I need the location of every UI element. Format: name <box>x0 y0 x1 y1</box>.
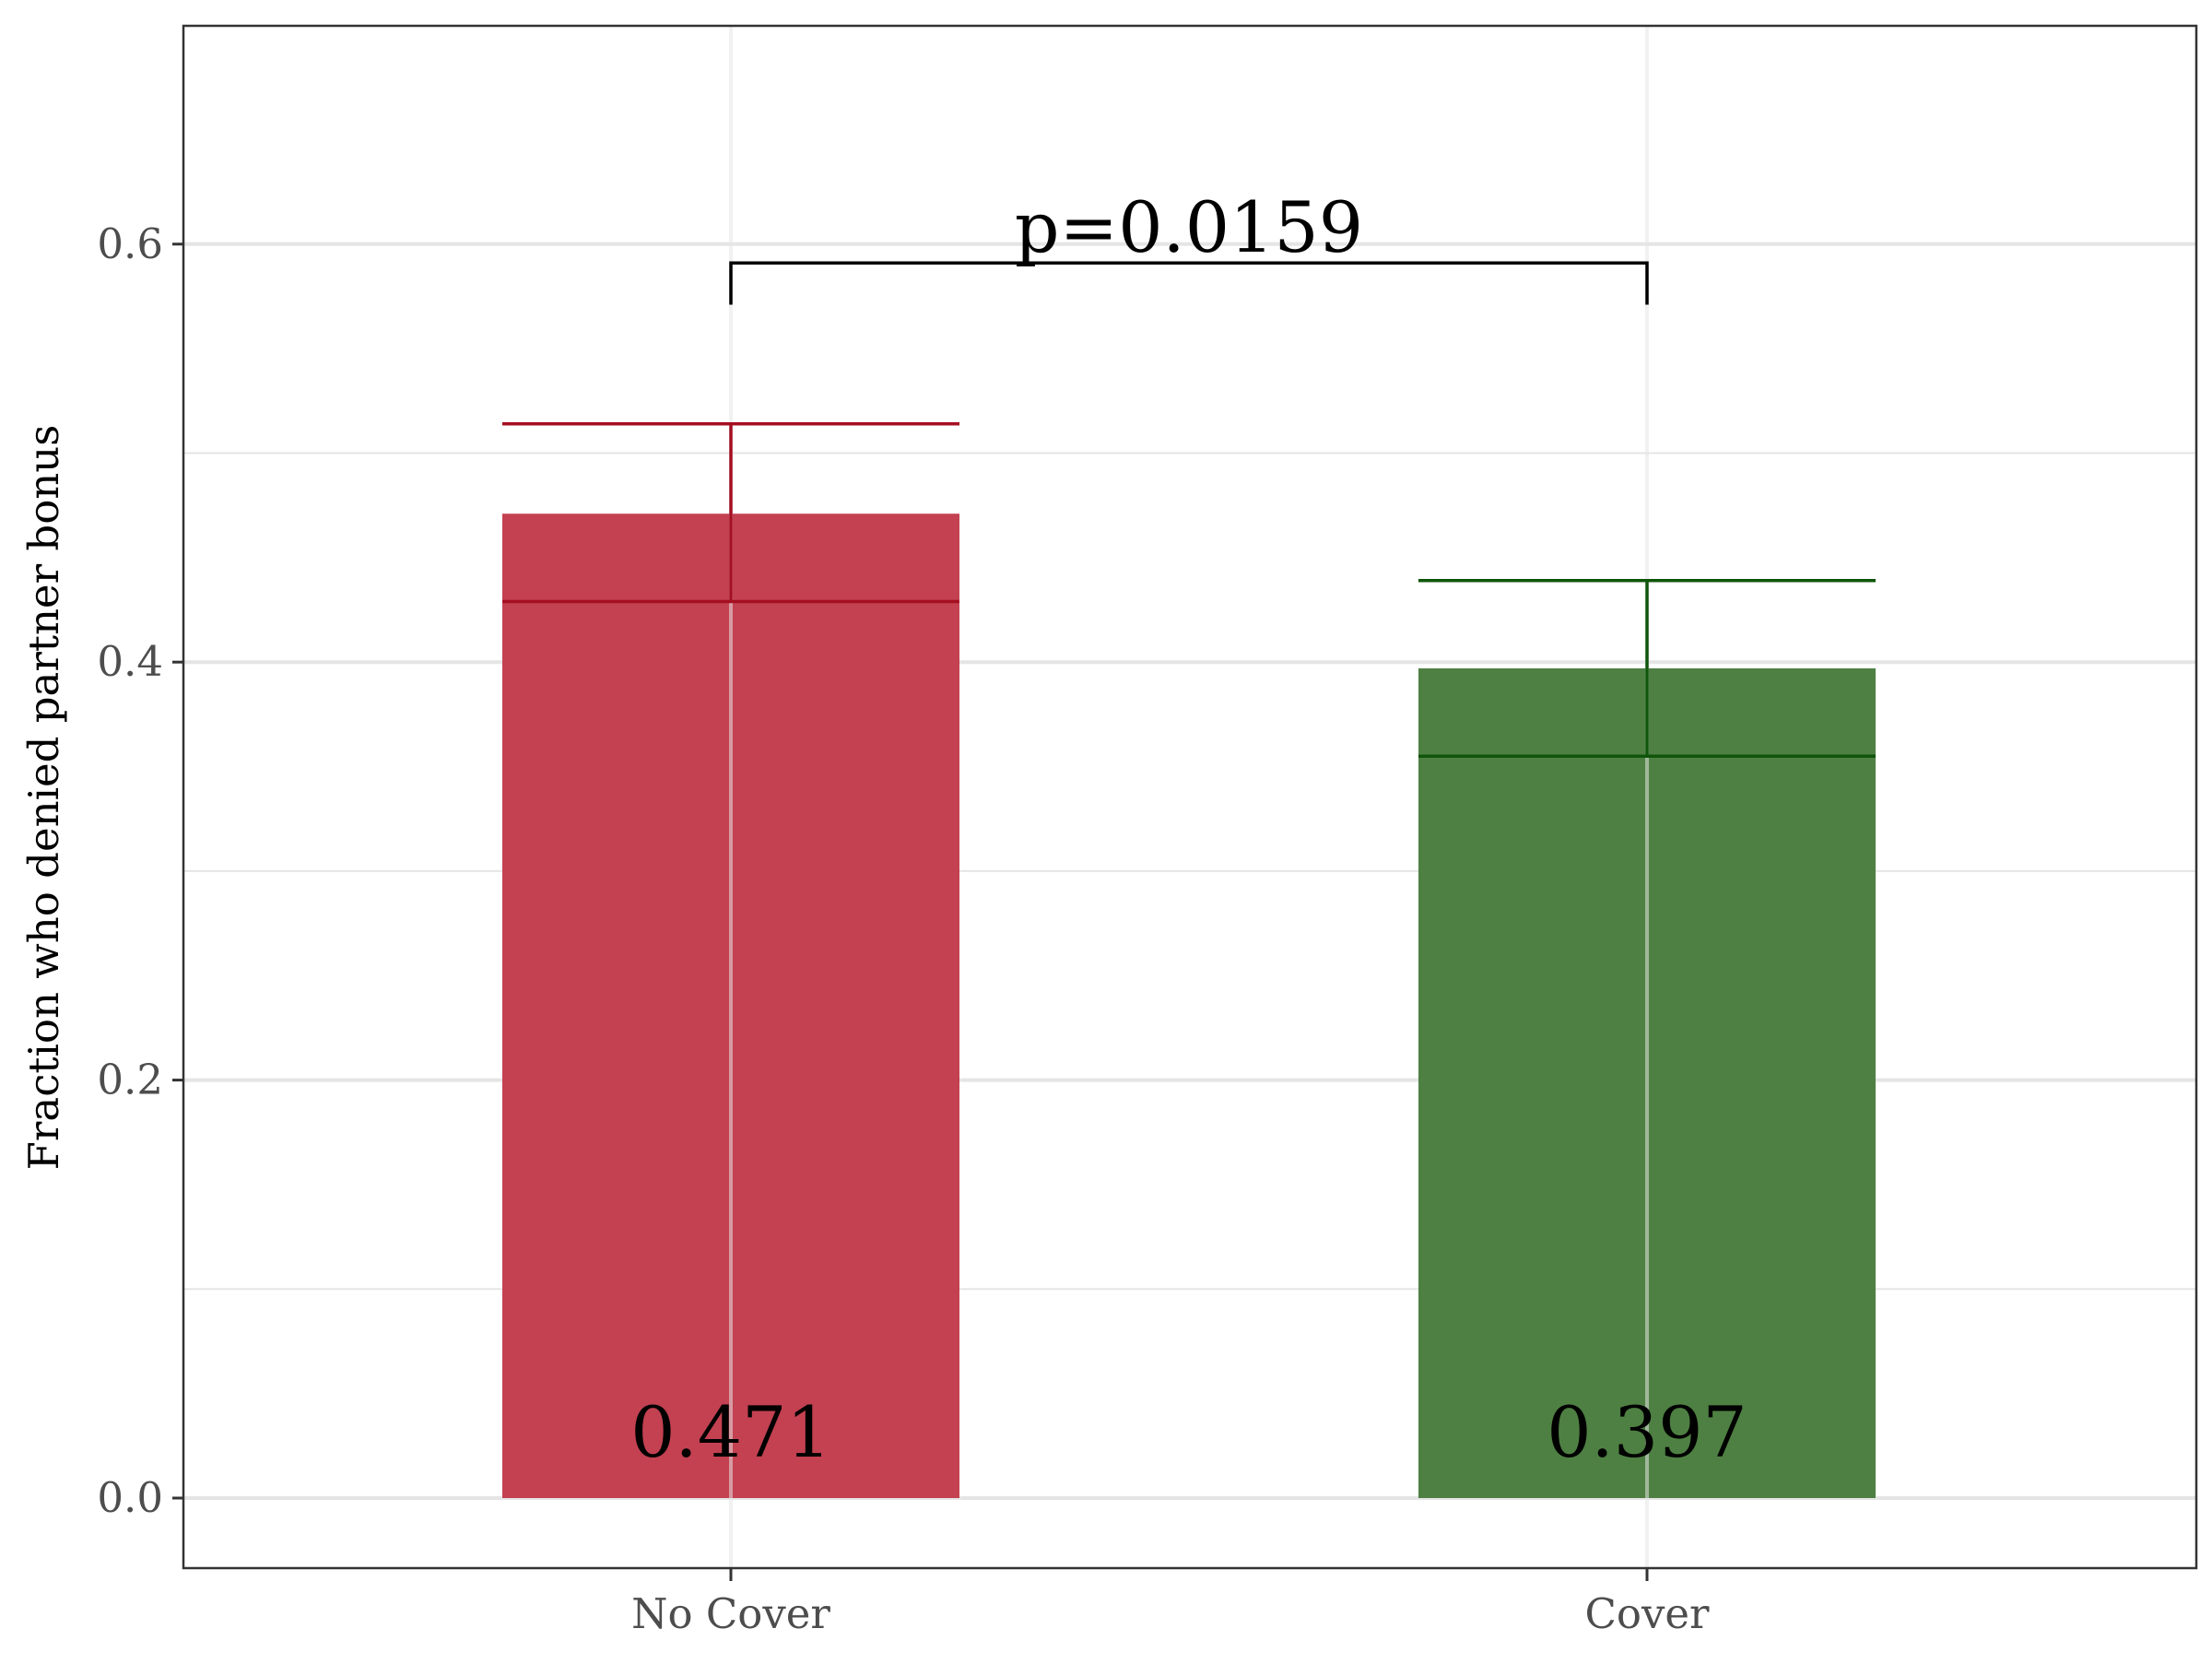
y-tick-label: 0.0 <box>97 1473 163 1522</box>
panel-border <box>182 24 2198 1570</box>
error-bars-layer <box>502 422 1876 758</box>
x-tick-label: Cover <box>1584 1589 1710 1638</box>
y-tick-label: 0.4 <box>97 637 163 686</box>
significance-bracket <box>729 261 1649 305</box>
value-labels-layer: 0.471 0.397 <box>630 1391 1747 1473</box>
y-tick-label: 0.6 <box>97 219 163 268</box>
bar-value-label: 0.471 <box>630 1391 831 1473</box>
annotation-layer: p=0.0159 <box>729 186 1649 305</box>
bar-value-label: 0.397 <box>1547 1391 1747 1473</box>
grid-layer <box>183 242 2196 1500</box>
y-tick-label: 0.2 <box>97 1056 163 1104</box>
p-value-annotation: p=0.0159 <box>1015 186 1363 268</box>
x-tick-label: No Cover <box>631 1589 830 1638</box>
y-axis-title: Fraction who denied partner bonus <box>19 425 68 1171</box>
axes-layer: 0.0 0.2 0.4 0.6 No Cover Cover <box>97 219 1710 1638</box>
